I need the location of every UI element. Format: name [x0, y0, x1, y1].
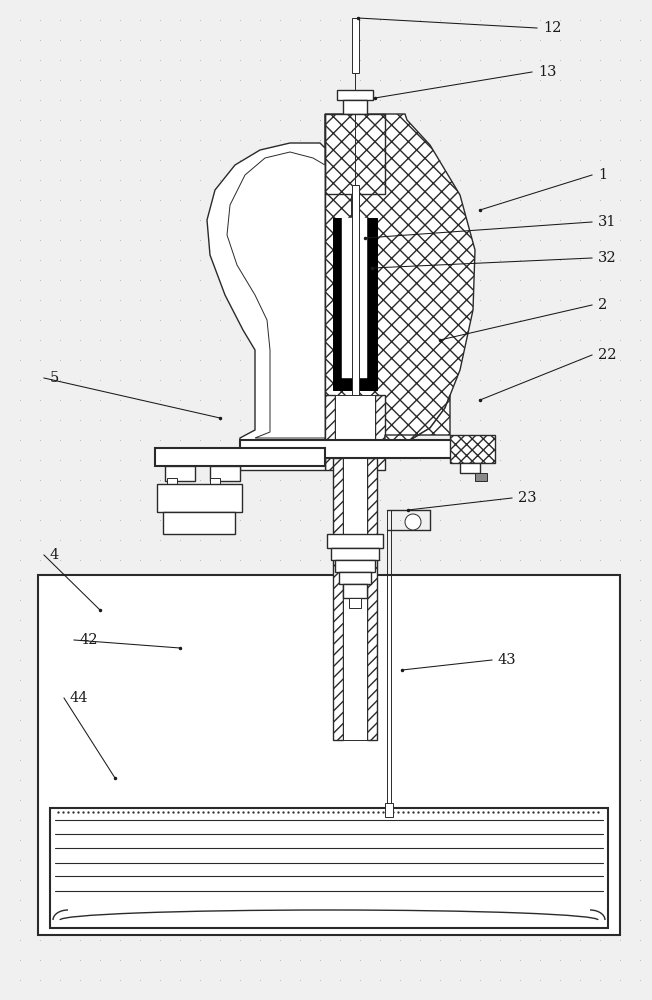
Bar	[335, 560, 375, 572]
Text: 43: 43	[498, 653, 516, 667]
Polygon shape	[325, 114, 475, 445]
Text: 13: 13	[538, 65, 557, 79]
Bar	[38, 575, 620, 935]
Bar	[351, 195, 359, 217]
Bar	[343, 100, 367, 114]
Bar	[157, 484, 242, 512]
Text: 1: 1	[598, 168, 607, 182]
Bar	[163, 512, 235, 534]
Text: 12: 12	[543, 21, 561, 35]
Bar	[165, 466, 195, 481]
Text: 31: 31	[598, 215, 617, 229]
Bar	[333, 458, 343, 740]
Polygon shape	[385, 395, 450, 440]
Bar	[349, 598, 361, 608]
Text: 23: 23	[518, 491, 537, 505]
Bar	[325, 395, 335, 470]
Text: 4: 4	[50, 548, 59, 562]
Bar	[210, 466, 240, 481]
Bar	[325, 114, 385, 194]
Bar	[50, 808, 608, 928]
Bar	[367, 458, 377, 740]
Bar	[327, 534, 383, 548]
Polygon shape	[342, 218, 367, 378]
Bar	[210, 478, 220, 486]
Polygon shape	[207, 143, 325, 448]
Bar	[385, 803, 393, 817]
Bar	[331, 548, 379, 560]
Polygon shape	[227, 152, 325, 438]
Bar	[167, 478, 177, 486]
Bar	[240, 440, 490, 458]
Bar	[475, 473, 487, 481]
Bar	[335, 395, 375, 470]
Bar	[343, 458, 367, 740]
Text: 32: 32	[598, 251, 617, 265]
Bar	[343, 584, 367, 598]
Bar	[351, 18, 359, 73]
Bar	[450, 435, 495, 463]
Bar	[339, 572, 371, 584]
Text: 22: 22	[598, 348, 617, 362]
Bar	[375, 395, 385, 470]
Polygon shape	[333, 218, 377, 390]
Text: 2: 2	[598, 298, 607, 312]
Bar	[337, 90, 373, 100]
Text: 5: 5	[50, 371, 59, 385]
Circle shape	[405, 514, 421, 530]
Text: 42: 42	[80, 633, 98, 647]
Bar	[351, 185, 359, 395]
Bar	[155, 448, 325, 466]
Bar	[460, 463, 480, 473]
Text: 44: 44	[70, 691, 89, 705]
Bar	[240, 458, 325, 470]
